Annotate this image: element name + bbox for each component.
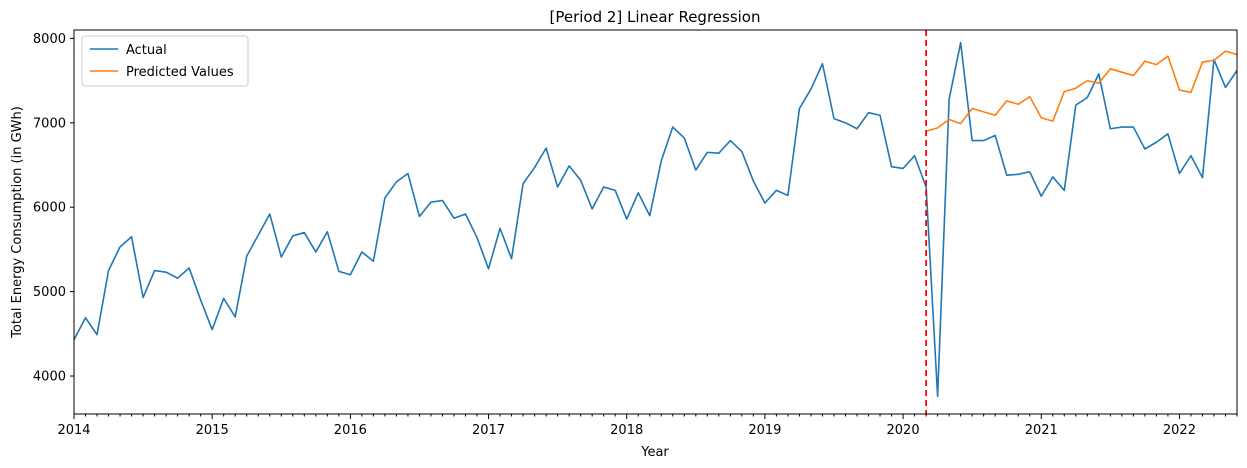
series-line-0 [73, 41, 1238, 398]
x-tick-label: 2015 [196, 423, 229, 438]
x-tick-label: 2016 [334, 423, 367, 438]
x-tick-label: 2018 [610, 423, 643, 438]
y-tick-label: 7000 [33, 116, 66, 131]
legend-box [81, 35, 249, 87]
x-axis: 2014 2015 2016 2017 2018 2019 2020 2021 2022 [57, 414, 1238, 438]
legend: Actual Predicted Values [81, 35, 249, 87]
x-axis-label: Year [640, 445, 669, 460]
x-tick-label: 2020 [887, 423, 920, 438]
chart-title: [Period 2] Linear Regression [550, 8, 761, 26]
x-tick-label: 2019 [748, 423, 781, 438]
series-line-1 [925, 50, 1238, 133]
y-tick-label: 4000 [33, 370, 66, 385]
x-tick-label: 2021 [1025, 423, 1058, 438]
x-tick-label: 2014 [57, 423, 90, 438]
y-tick-label: 8000 [33, 32, 66, 47]
y-axis-label: Total Energy Consumption (in GWh) [10, 106, 25, 339]
plot-frame [73, 29, 1238, 415]
x-tick-label: 2022 [1163, 423, 1196, 438]
legend-label-predicted: Predicted Values [126, 65, 234, 80]
legend-label-actual: Actual [126, 43, 167, 58]
x-tick-label: 2017 [472, 423, 505, 438]
y-axis: 4000 5000 6000 7000 8000 [33, 32, 74, 385]
y-tick-label: 6000 [33, 201, 66, 216]
y-tick-label: 5000 [33, 285, 66, 300]
plot-area [73, 30, 1238, 414]
